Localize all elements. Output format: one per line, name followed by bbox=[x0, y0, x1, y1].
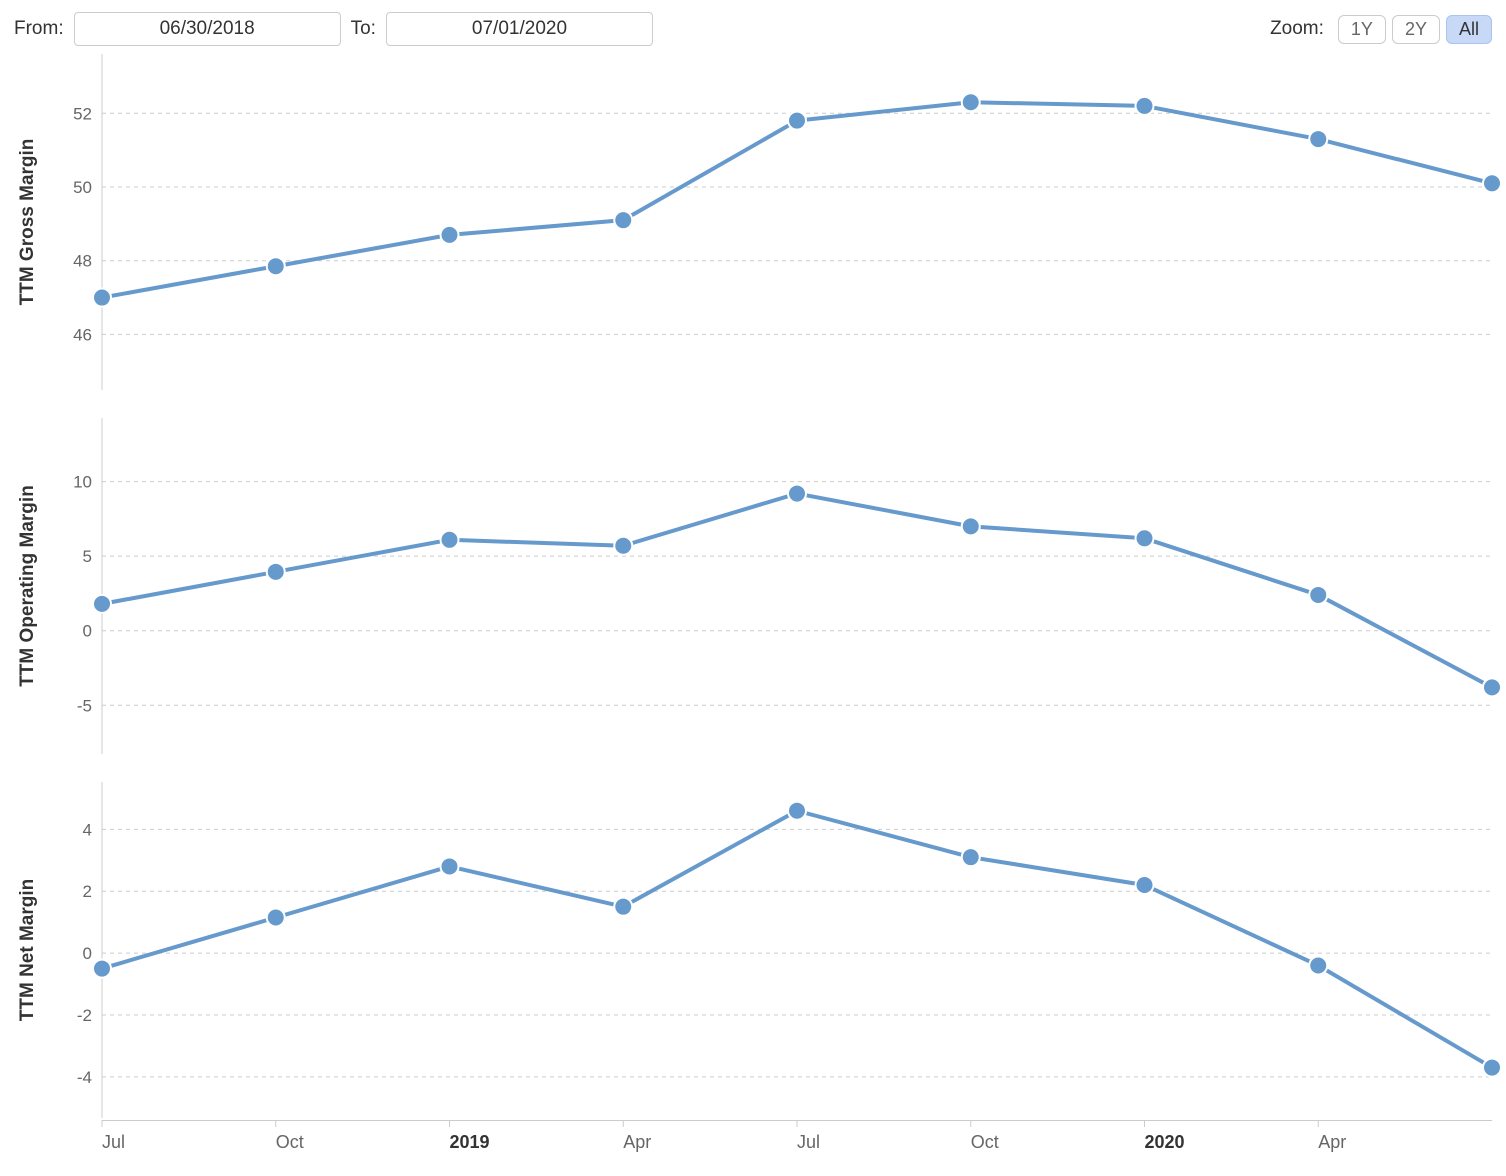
data-point[interactable] bbox=[614, 537, 632, 555]
chart-panel-2: TTM Net Margin -4 -2 0 2 4 bbox=[14, 780, 1492, 1120]
ylabel-2: TTM Net Margin bbox=[17, 879, 39, 1022]
data-point[interactable] bbox=[1483, 174, 1500, 192]
chart-container: From: To: Zoom: 1Y2YAll TTM Gross Margin… bbox=[0, 0, 1506, 1176]
data-point[interactable] bbox=[1309, 956, 1327, 974]
panel-svg-0: 46 48 50 52 bbox=[14, 52, 1500, 392]
data-point[interactable] bbox=[962, 93, 980, 111]
data-point[interactable] bbox=[1136, 529, 1154, 547]
xtick-label: Jul bbox=[102, 1132, 125, 1152]
ytick-label: 5 bbox=[83, 547, 92, 566]
ytick-label: 0 bbox=[83, 944, 92, 963]
zoom-button-2y[interactable]: 2Y bbox=[1392, 15, 1440, 44]
data-point[interactable] bbox=[1136, 97, 1154, 115]
data-point[interactable] bbox=[962, 848, 980, 866]
data-point[interactable] bbox=[441, 226, 459, 244]
data-point[interactable] bbox=[267, 257, 285, 275]
data-point[interactable] bbox=[1483, 1059, 1500, 1077]
data-point[interactable] bbox=[93, 289, 111, 307]
ytick-label: -2 bbox=[77, 1006, 92, 1025]
xtick-label: Apr bbox=[1318, 1132, 1346, 1152]
data-point[interactable] bbox=[267, 909, 285, 927]
x-axis-svg: Jul Oct 2019 Apr Jul Oct 2020 Apr bbox=[14, 1120, 1500, 1164]
data-point[interactable] bbox=[1309, 586, 1327, 604]
ytick-label: 10 bbox=[73, 473, 92, 492]
series-line-0 bbox=[102, 102, 1492, 297]
data-point[interactable] bbox=[614, 898, 632, 916]
x-axis-panel: Jul Oct 2019 Apr Jul Oct 2020 Apr bbox=[14, 1120, 1492, 1164]
xtick-label: 2020 bbox=[1145, 1132, 1185, 1152]
ytick-label: 48 bbox=[73, 252, 92, 271]
ytick-label: 52 bbox=[73, 104, 92, 123]
data-point[interactable] bbox=[614, 211, 632, 229]
xtick-label: Oct bbox=[276, 1132, 304, 1152]
data-point[interactable] bbox=[788, 112, 806, 130]
from-date-input[interactable] bbox=[74, 12, 341, 46]
data-point[interactable] bbox=[1483, 678, 1500, 696]
data-point[interactable] bbox=[441, 531, 459, 549]
chart-panels: TTM Gross Margin46485052TTM Operating Ma… bbox=[14, 52, 1492, 1164]
ytick-label: -5 bbox=[77, 696, 92, 715]
chart-panel-1: TTM Operating Margin -5 0 5 10 bbox=[14, 416, 1492, 756]
data-point[interactable] bbox=[788, 485, 806, 503]
data-point[interactable] bbox=[441, 857, 459, 875]
xtick-label: Jul bbox=[797, 1132, 820, 1152]
data-point[interactable] bbox=[788, 802, 806, 820]
controls-bar: From: To: Zoom: 1Y2YAll bbox=[14, 12, 1492, 46]
xtick-label: Apr bbox=[623, 1132, 651, 1152]
ytick-label: 0 bbox=[83, 622, 92, 641]
data-point[interactable] bbox=[267, 563, 285, 581]
xtick-label: 2019 bbox=[450, 1132, 490, 1152]
zoom-button-group: 1Y2YAll bbox=[1338, 15, 1492, 44]
zoom-button-1y[interactable]: 1Y bbox=[1338, 15, 1386, 44]
panel-svg-1: -5 0 5 10 bbox=[14, 416, 1500, 756]
ylabel-1: TTM Operating Margin bbox=[17, 485, 39, 687]
ytick-label: 46 bbox=[73, 325, 92, 344]
zoom-label: Zoom: bbox=[1270, 18, 1324, 40]
ytick-label: -4 bbox=[77, 1068, 92, 1087]
ytick-label: 50 bbox=[73, 178, 92, 197]
series-line-2 bbox=[102, 811, 1492, 1068]
date-range-controls: From: To: bbox=[14, 12, 653, 46]
panel-svg-2: -4 -2 0 2 4 bbox=[14, 780, 1500, 1120]
ylabel-0: TTM Gross Margin bbox=[17, 139, 39, 306]
chart-panel-0: TTM Gross Margin 46 48 50 52 bbox=[14, 52, 1492, 392]
zoom-controls: Zoom: 1Y2YAll bbox=[1270, 15, 1492, 44]
to-label: To: bbox=[351, 18, 376, 40]
to-date-input[interactable] bbox=[386, 12, 653, 46]
data-point[interactable] bbox=[1136, 876, 1154, 894]
data-point[interactable] bbox=[962, 517, 980, 535]
series-line-1 bbox=[102, 494, 1492, 688]
data-point[interactable] bbox=[1309, 130, 1327, 148]
zoom-button-all[interactable]: All bbox=[1446, 15, 1492, 44]
xtick-label: Oct bbox=[971, 1132, 999, 1152]
data-point[interactable] bbox=[93, 595, 111, 613]
data-point[interactable] bbox=[93, 960, 111, 978]
ytick-label: 2 bbox=[83, 882, 92, 901]
from-label: From: bbox=[14, 18, 64, 40]
ytick-label: 4 bbox=[83, 820, 92, 839]
